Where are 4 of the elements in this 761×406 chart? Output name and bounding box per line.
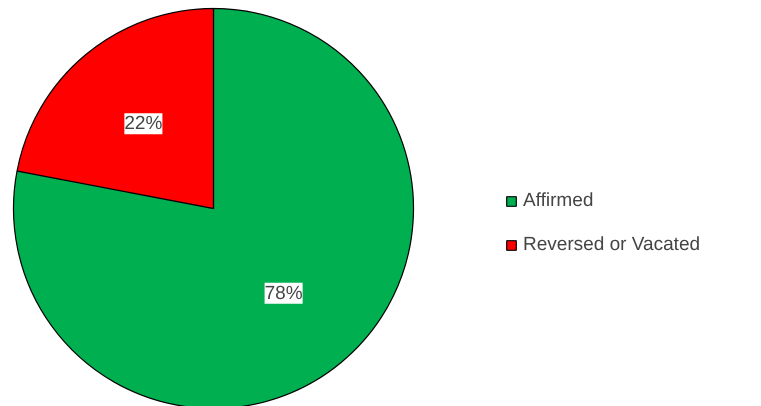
legend-label: Reversed or Vacated xyxy=(523,234,700,256)
data-label: 78% xyxy=(264,282,303,304)
legend-label: Affirmed xyxy=(523,190,594,212)
data-label: 22% xyxy=(124,113,163,134)
